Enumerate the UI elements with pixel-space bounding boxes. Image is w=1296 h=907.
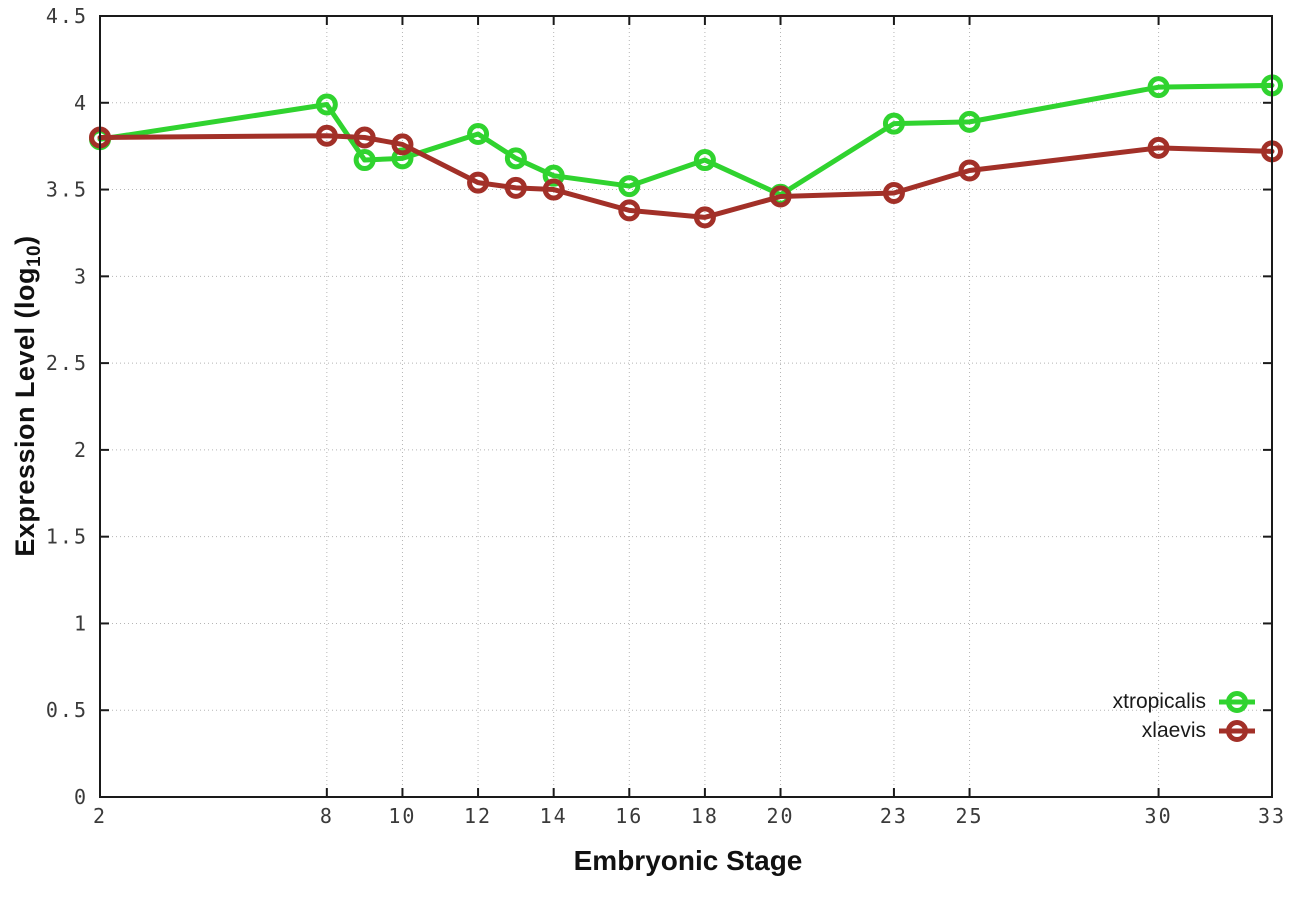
data-point-xlaevis: [391, 133, 414, 156]
x-tick-label: 23: [880, 804, 908, 828]
y-tick-label: 1: [74, 611, 88, 635]
data-point-xlaevis: [467, 171, 490, 194]
data-point-xlaevis: [315, 124, 338, 147]
y-tick-labels: 0 0.5 1 1.5 2 2.5 3 3.5 4 4.5: [46, 4, 88, 809]
y-tick-label: 0: [74, 785, 88, 809]
data-point-xtropicalis: [618, 175, 641, 198]
y-tick-label: 4: [74, 91, 88, 115]
x-tick-label: 14: [540, 804, 568, 828]
y-tick-label: 2.5: [46, 351, 88, 375]
legend: xtropicalis xlaevis: [1113, 687, 1256, 745]
y-tick-label: 1.5: [46, 525, 88, 549]
data-point-xlaevis: [542, 178, 565, 201]
plot-border: [99, 15, 1273, 798]
y-tick-label: 3.5: [46, 178, 88, 202]
data-point-xtropicalis: [391, 147, 414, 170]
data-point-xtropicalis: [882, 112, 905, 135]
legend-label-xtropicalis: xtropicalis: [1112, 689, 1206, 713]
y-tick-label: 4.5: [46, 4, 88, 28]
y-axis-title-subscript: 10: [24, 244, 45, 268]
legend-item-xlaevis: xlaevis: [1142, 716, 1256, 745]
data-point-xlaevis: [693, 206, 716, 229]
legend-marker-xtropicalis: [1219, 690, 1255, 713]
data-point-xtropicalis: [504, 147, 527, 170]
y-tick-label: 2: [74, 438, 88, 462]
data-point-xlaevis: [882, 182, 905, 205]
data-point-xlaevis: [504, 176, 527, 199]
x-tick-label: 2: [93, 804, 107, 828]
x-tick-label: 10: [388, 804, 416, 828]
gridlines: [99, 15, 1273, 798]
data-point-xlaevis: [353, 126, 376, 149]
data-point-xlaevis: [1147, 136, 1170, 159]
series-xlaevis: [89, 124, 1283, 229]
x-tick-label: 8: [320, 804, 334, 828]
data-point-xlaevis: [618, 199, 641, 222]
x-tick-label: 20: [766, 804, 794, 828]
y-tick-label: 3: [74, 264, 88, 288]
x-tick-labels: 2 8 10 12 14 16 18 20 23 25 30 33: [93, 804, 1286, 828]
series-line-xtropicalis: [97, 82, 1275, 198]
data-point-xtropicalis: [353, 149, 376, 172]
y-axis-title: Expression Level (log10): [10, 235, 46, 556]
data-point-xtropicalis: [467, 123, 490, 146]
legend-marker-xlaevis: [1219, 719, 1255, 742]
y-axis-title-close: ): [10, 235, 40, 245]
data-point-xtropicalis: [958, 110, 981, 133]
x-tick-label: 33: [1258, 804, 1286, 828]
y-axis-title-text: Expression Level (log: [10, 267, 40, 557]
x-tick-label: 16: [615, 804, 643, 828]
data-point-xtropicalis: [693, 149, 716, 172]
data-point-xlaevis: [769, 185, 792, 208]
x-tick-label: 25: [956, 804, 984, 828]
legend-label-xlaevis: xlaevis: [1141, 718, 1206, 742]
series-xtropicalis: [89, 74, 1283, 206]
legend-item-xtropicalis: xtropicalis: [1113, 687, 1256, 716]
series-line-xlaevis: [97, 133, 1275, 220]
y-tick-label: 0.5: [46, 698, 88, 722]
x-tick-label: 12: [464, 804, 492, 828]
x-tick-label: 30: [1145, 804, 1173, 828]
tick-marks: [99, 15, 1273, 798]
x-axis-title: Embryonic Stage: [573, 845, 803, 876]
data-point-xlaevis: [958, 159, 981, 182]
data-point-xtropicalis: [1147, 76, 1170, 99]
x-tick-label: 18: [691, 804, 719, 828]
data-point-xtropicalis: [315, 93, 338, 116]
data-point-xtropicalis: [542, 164, 565, 187]
